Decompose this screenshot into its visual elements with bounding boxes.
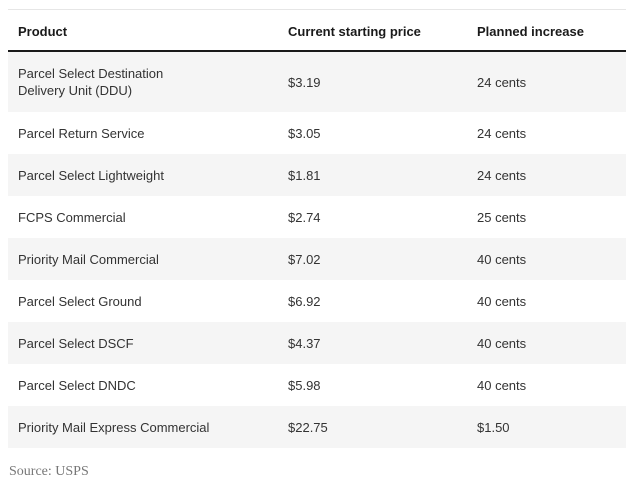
table-row: Parcel Select DNDC $5.98 40 cents xyxy=(8,364,626,406)
price-cell: $22.75 xyxy=(278,406,467,448)
price-cell: $5.98 xyxy=(278,364,467,406)
increase-cell: 40 cents xyxy=(467,280,626,322)
header-current-starting-price: Current starting price xyxy=(278,12,467,52)
price-cell: $4.37 xyxy=(278,322,467,364)
table-row: Parcel Select Ground $6.92 40 cents xyxy=(8,280,626,322)
product-cell: Parcel Return Service xyxy=(8,112,278,154)
price-cell: $6.92 xyxy=(278,280,467,322)
table-row: Priority Mail Commercial $7.02 40 cents xyxy=(8,238,626,280)
table-body: Parcel Select Destination Delivery Unit … xyxy=(8,51,626,448)
price-cell: $1.81 xyxy=(278,154,467,196)
increase-cell: 40 cents xyxy=(467,364,626,406)
product-cell: Parcel Select Destination Delivery Unit … xyxy=(8,51,278,112)
product-cell: Priority Mail Commercial xyxy=(8,238,278,280)
top-divider xyxy=(8,9,626,10)
table-row: Priority Mail Express Commercial $22.75 … xyxy=(8,406,626,448)
increase-cell: 40 cents xyxy=(467,322,626,364)
increase-cell: 24 cents xyxy=(467,51,626,112)
product-cell: Parcel Select DNDC xyxy=(8,364,278,406)
price-cell: $2.74 xyxy=(278,196,467,238)
header-planned-increase: Planned increase xyxy=(467,12,626,52)
table-row: Parcel Select Destination Delivery Unit … xyxy=(8,51,626,112)
table-header: Product Current starting price Planned i… xyxy=(8,12,626,52)
price-cell: $7.02 xyxy=(278,238,467,280)
header-row: Product Current starting price Planned i… xyxy=(8,12,626,52)
table-row: Parcel Return Service $3.05 24 cents xyxy=(8,112,626,154)
table-row: Parcel Select Lightweight $1.81 24 cents xyxy=(8,154,626,196)
price-increase-table: Product Current starting price Planned i… xyxy=(8,12,626,448)
price-cell: $3.05 xyxy=(278,112,467,154)
increase-cell: 24 cents xyxy=(467,112,626,154)
product-cell: Priority Mail Express Commercial xyxy=(8,406,278,448)
price-table-container: Product Current starting price Planned i… xyxy=(8,12,626,448)
product-cell: Parcel Select DSCF xyxy=(8,322,278,364)
price-cell: $3.19 xyxy=(278,51,467,112)
product-cell: FCPS Commercial xyxy=(8,196,278,238)
product-cell: Parcel Select Lightweight xyxy=(8,154,278,196)
source-note: Source: USPS xyxy=(9,464,89,479)
increase-cell: 40 cents xyxy=(467,238,626,280)
table-row: FCPS Commercial $2.74 25 cents xyxy=(8,196,626,238)
increase-cell: 25 cents xyxy=(467,196,626,238)
product-cell: Parcel Select Ground xyxy=(8,280,278,322)
table-row: Parcel Select DSCF $4.37 40 cents xyxy=(8,322,626,364)
increase-cell: 24 cents xyxy=(467,154,626,196)
header-product: Product xyxy=(8,12,278,52)
increase-cell: $1.50 xyxy=(467,406,626,448)
